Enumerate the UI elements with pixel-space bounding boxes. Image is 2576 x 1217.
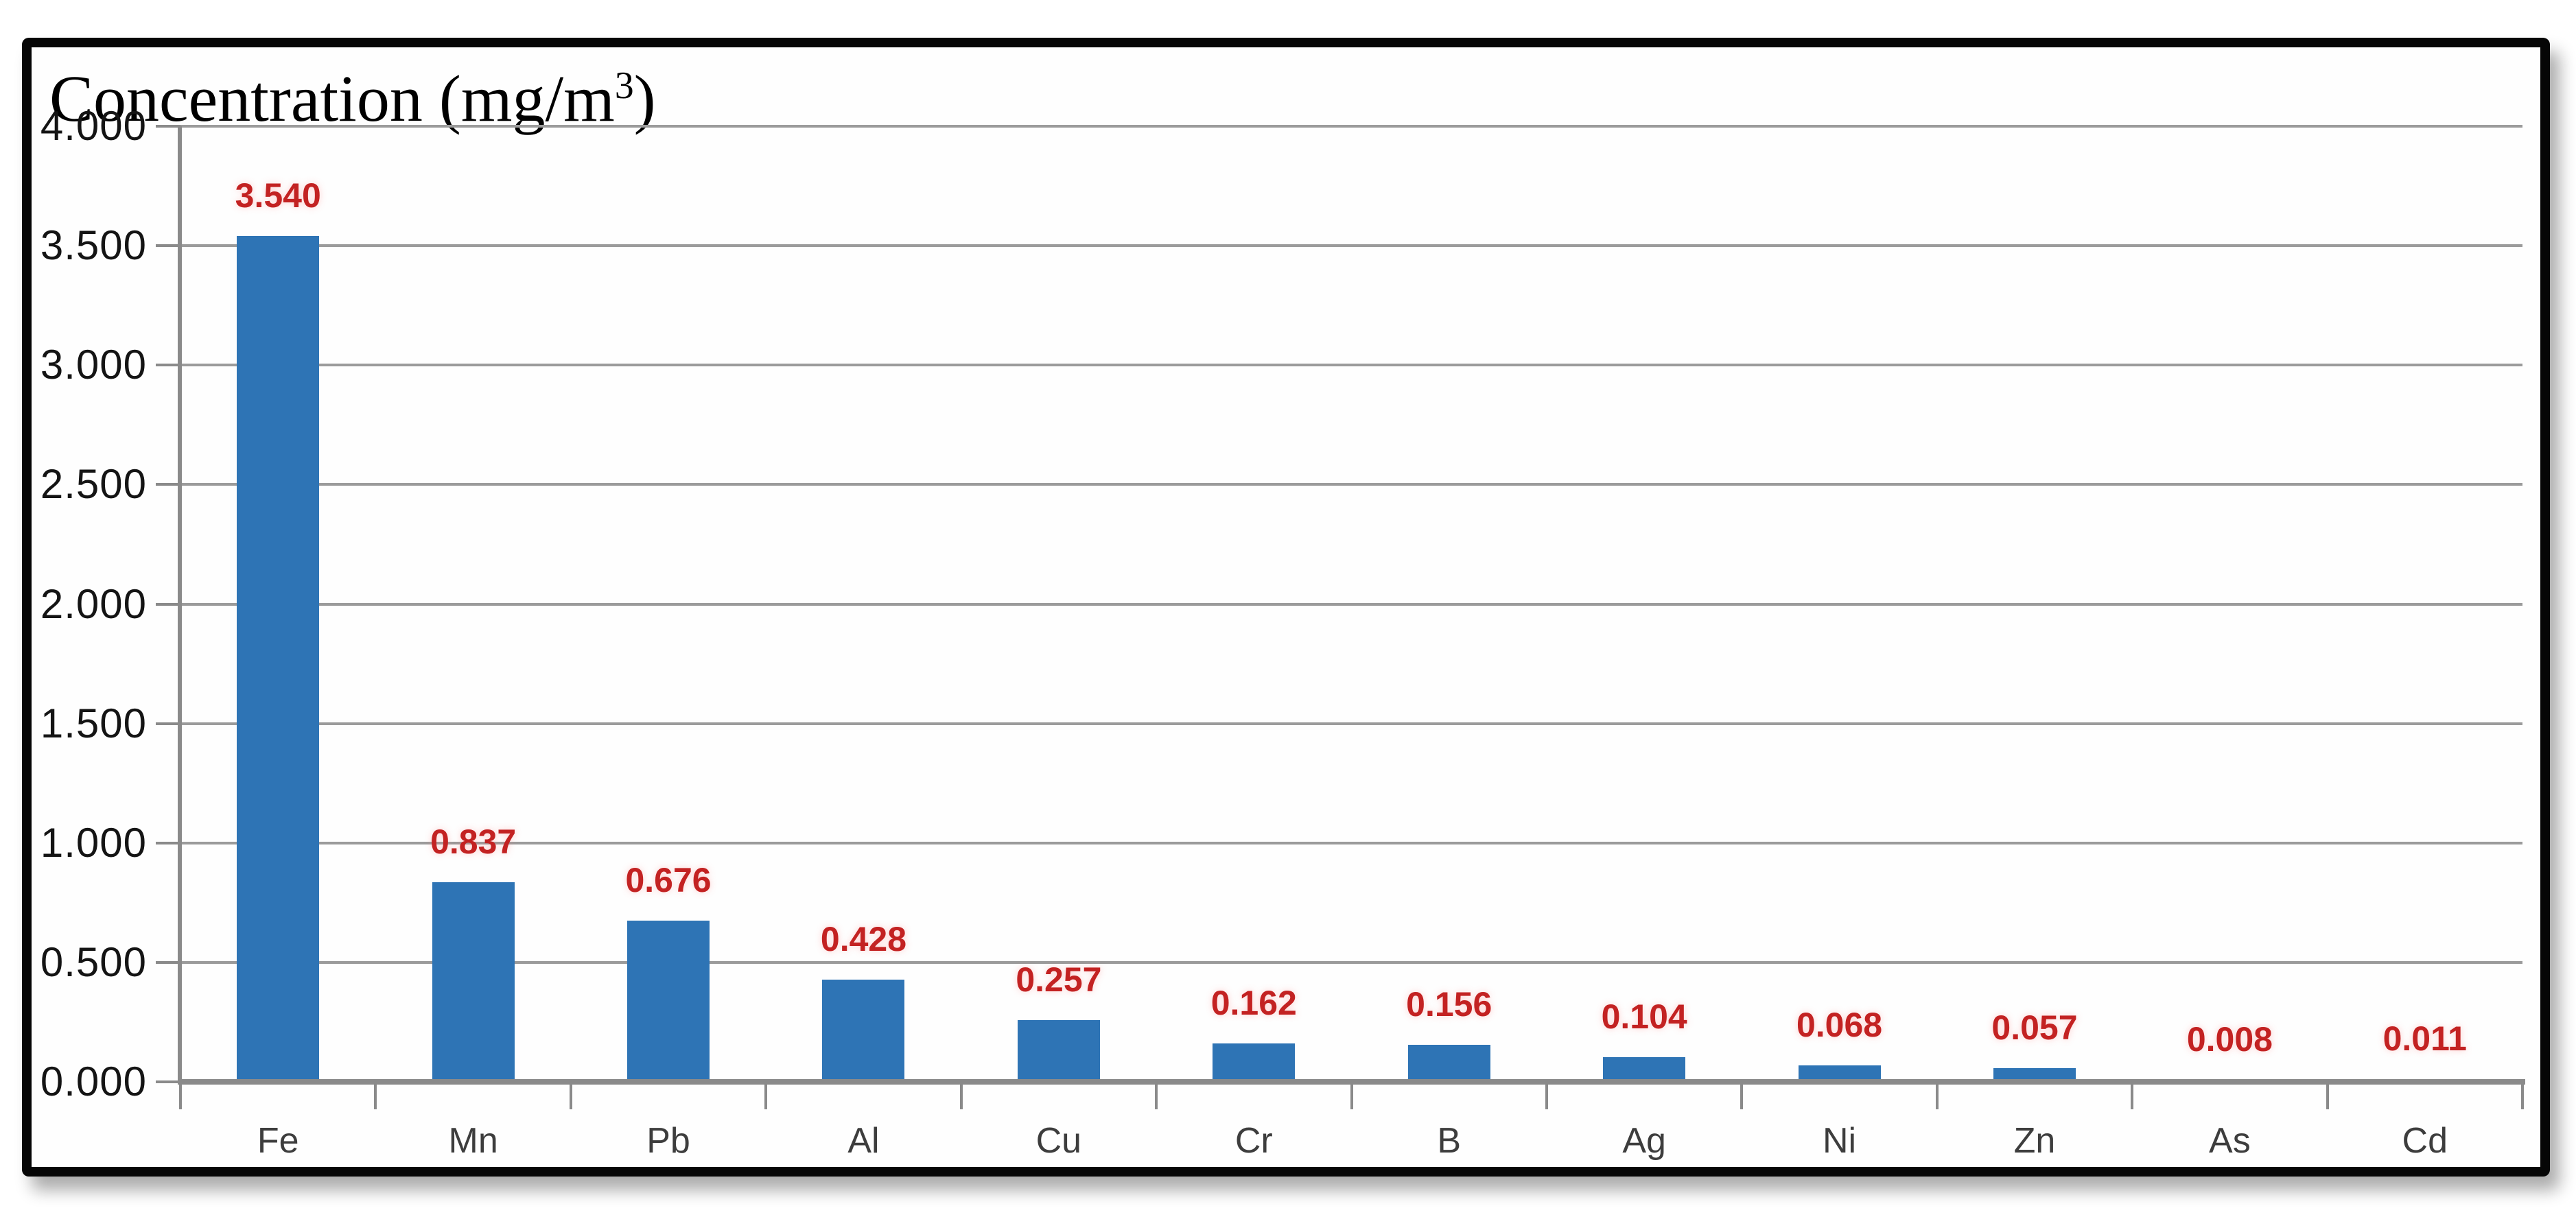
x-tick-6 xyxy=(1350,1085,1353,1109)
y-tick-4.000 xyxy=(156,125,180,128)
x-axis-label-Zn: Zn xyxy=(2013,1121,2056,1161)
x-axis-label-Cu: Cu xyxy=(1035,1121,1082,1161)
value-label-Cd: 0.011 xyxy=(2382,1019,2467,1059)
y-axis-label-3.000: 3.000 xyxy=(40,342,147,388)
value-label-Cu: 0.257 xyxy=(1016,960,1102,1000)
chart-area: Concentration (mg/m3) 4.000 3.500 3.000 2.5… xyxy=(32,47,2540,1167)
chart-title-text: Concentration (mg/m xyxy=(49,62,615,135)
x-tick-10 xyxy=(2131,1085,2134,1109)
y-tick-2.000 xyxy=(156,602,180,606)
x-axis-label-Fe: Fe xyxy=(257,1121,299,1161)
x-tick-8 xyxy=(1740,1085,1744,1109)
x-axis-label-Cr: Cr xyxy=(1234,1121,1273,1161)
x-tick-1 xyxy=(374,1085,377,1109)
x-axis-label-B: B xyxy=(1437,1121,1462,1161)
x-tick-5 xyxy=(1155,1085,1158,1109)
value-label-Ni: 0.068 xyxy=(1796,1006,1883,1045)
value-label-Mn: 0.837 xyxy=(430,822,517,861)
value-label-Pb: 0.676 xyxy=(625,860,712,899)
y-tick-0.000 xyxy=(156,1080,180,1083)
gridline-3.500 xyxy=(180,244,2522,248)
x-axis-label-As: As xyxy=(2209,1121,2251,1161)
chart-title: Concentration (mg/m3) xyxy=(49,61,656,137)
value-label-Zn: 0.057 xyxy=(1991,1008,2078,1048)
value-label-Al: 0.428 xyxy=(820,919,907,958)
y-tick-2.500 xyxy=(156,483,180,486)
x-tick-11 xyxy=(2326,1085,2329,1109)
chart-title-superscript: 3 xyxy=(614,64,634,107)
bar-B xyxy=(1407,1044,1490,1082)
x-axis-label-Mn: Mn xyxy=(448,1121,498,1161)
x-tick-4 xyxy=(959,1085,963,1109)
x-axis-label-Cd: Cd xyxy=(2402,1121,2448,1161)
y-tick-1.000 xyxy=(156,841,180,844)
gridline-1.500 xyxy=(180,722,2522,725)
value-label-Ag: 0.104 xyxy=(1601,997,1687,1036)
bar-Al xyxy=(822,979,905,1082)
value-label-As: 0.008 xyxy=(2186,1020,2273,1059)
bar-Pb xyxy=(627,920,710,1082)
y-axis-label-1.000: 1.000 xyxy=(40,819,147,866)
x-tick-12 xyxy=(2521,1085,2524,1109)
x-tick-2 xyxy=(569,1085,572,1109)
x-axis-label-Pb: Pb xyxy=(646,1121,690,1161)
bar-Mn xyxy=(432,882,515,1082)
x-tick-3 xyxy=(764,1085,768,1109)
y-tick-3.500 xyxy=(156,244,180,248)
y-axis-label-1.500: 1.500 xyxy=(40,700,147,746)
gridline-2.500 xyxy=(180,483,2522,486)
y-axis-label-2.000: 2.000 xyxy=(40,580,147,627)
bar-Ag xyxy=(1603,1056,1686,1082)
y-tick-1.500 xyxy=(156,722,180,725)
bar-Zn xyxy=(1993,1068,2076,1082)
value-label-B: 0.156 xyxy=(1406,984,1492,1024)
gridline-4.000 xyxy=(180,125,2522,128)
value-label-Cr: 0.162 xyxy=(1210,983,1297,1022)
y-axis-line xyxy=(178,126,182,1085)
y-tick-3.000 xyxy=(156,364,180,367)
bar-Ni xyxy=(1798,1065,1881,1082)
y-axis-label-3.500: 3.500 xyxy=(40,222,147,269)
y-axis-label-0.500: 0.500 xyxy=(40,938,147,985)
gridline-1.000 xyxy=(180,841,2522,844)
y-tick-0.500 xyxy=(156,960,180,964)
x-axis-line xyxy=(180,1079,2525,1085)
y-axis-label-2.500: 2.500 xyxy=(40,461,147,508)
y-axis-label-4.000: 4.000 xyxy=(40,103,147,149)
x-tick-0 xyxy=(179,1085,182,1109)
gridline-0.500 xyxy=(180,960,2522,964)
value-label-Fe: 3.540 xyxy=(235,176,321,215)
x-axis-label-Ni: Ni xyxy=(1822,1121,1857,1161)
x-axis-label-Al: Al xyxy=(847,1121,880,1161)
bar-Cu xyxy=(1017,1020,1100,1082)
bar-Fe xyxy=(237,236,320,1082)
y-axis-label-0.000: 0.000 xyxy=(40,1059,147,1104)
x-tick-9 xyxy=(1935,1085,1939,1109)
chart-frame: Concentration (mg/m3) 4.000 3.500 3.000 2.5… xyxy=(22,38,2550,1177)
bar-Cr xyxy=(1213,1043,1296,1082)
x-tick-7 xyxy=(1545,1085,1548,1109)
x-axis-label-Ag: Ag xyxy=(1622,1121,1666,1161)
gridline-2.000 xyxy=(180,602,2522,606)
chart-title-close-paren: ) xyxy=(633,62,656,135)
gridline-3.000 xyxy=(180,364,2522,367)
